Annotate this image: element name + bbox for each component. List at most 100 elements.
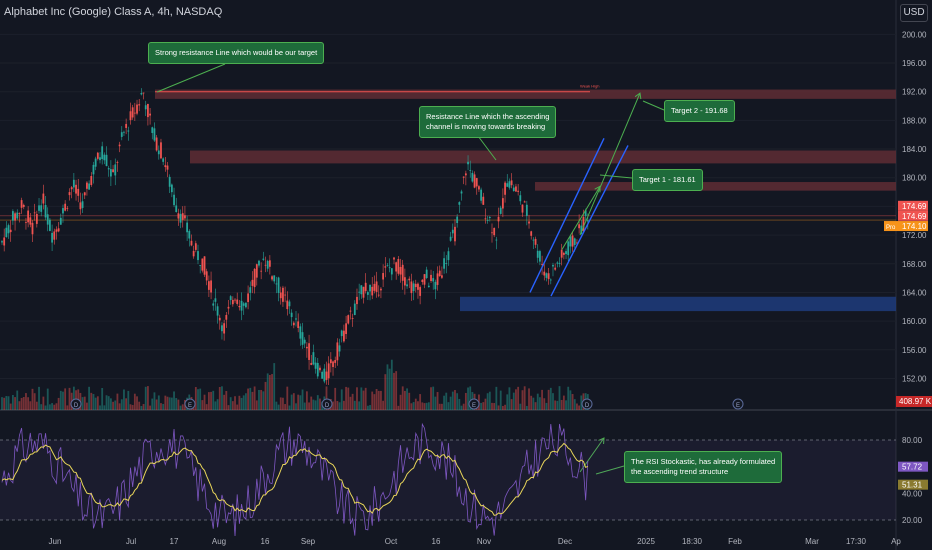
volume-bar xyxy=(88,386,91,410)
candle-body xyxy=(530,231,533,236)
candle-body xyxy=(517,190,520,192)
volume-bar xyxy=(9,403,12,410)
candle-body xyxy=(351,317,354,319)
candle-body xyxy=(229,296,232,301)
candle-body xyxy=(427,285,430,288)
volume-bar xyxy=(81,397,84,410)
candle-body xyxy=(136,104,138,114)
candle-body xyxy=(101,146,104,160)
candle-body xyxy=(539,251,541,262)
candle-body xyxy=(49,219,51,231)
volume-bar xyxy=(66,405,69,410)
volume-bar xyxy=(462,403,465,410)
candle-body xyxy=(51,232,53,243)
chart-title: Alphabet Inc (Google) Class A, 4h, NASDA… xyxy=(4,6,223,18)
volume-bar xyxy=(33,393,36,410)
volume-bar xyxy=(55,403,58,410)
volume-bar xyxy=(421,402,424,410)
volume-bar xyxy=(486,393,489,410)
volume-bar xyxy=(238,395,241,410)
candle-body xyxy=(114,164,117,176)
volume-bar xyxy=(549,387,552,410)
price-tick-label: 180.00 xyxy=(902,174,927,183)
candle-body xyxy=(512,187,515,192)
target-2-arrow xyxy=(579,92,641,236)
candle-body xyxy=(399,266,402,275)
candle-body xyxy=(480,189,483,201)
volume-bar xyxy=(517,386,520,410)
candle-body xyxy=(578,224,581,229)
candle-body xyxy=(567,241,570,256)
candle-body xyxy=(443,258,445,269)
candle-body xyxy=(364,282,367,292)
candle-body xyxy=(543,271,546,276)
volume-bar xyxy=(149,405,151,410)
candle-body xyxy=(190,240,193,246)
volume-bar xyxy=(419,394,422,410)
candle-body xyxy=(164,165,167,168)
volume-bar xyxy=(249,387,252,410)
rsi-arrow xyxy=(579,437,605,473)
candle-body xyxy=(75,184,77,194)
volume-bar xyxy=(109,398,112,410)
volume-bar xyxy=(497,405,500,410)
candle-body xyxy=(188,230,191,239)
candle-body xyxy=(295,318,297,320)
volume-bar xyxy=(356,387,358,410)
candle-body xyxy=(1,241,3,243)
candle-body xyxy=(223,323,226,334)
volume-bar xyxy=(223,394,226,410)
volume-bar xyxy=(430,387,432,410)
candle-body xyxy=(303,339,306,344)
volume-bar xyxy=(20,397,23,410)
volume-bar xyxy=(560,399,563,410)
candle-body xyxy=(284,294,287,296)
volume-bar xyxy=(510,399,513,410)
candle-body xyxy=(260,270,263,272)
candle-body xyxy=(305,346,308,349)
candle-body xyxy=(20,200,23,208)
candle-body xyxy=(441,275,443,278)
volume-bar xyxy=(210,391,212,410)
candle-body xyxy=(366,292,369,295)
volume-bar xyxy=(251,391,254,410)
event-marker-icon xyxy=(468,398,480,410)
candle-body xyxy=(430,274,432,282)
volume-bar xyxy=(14,397,16,410)
volume-bar xyxy=(380,390,382,410)
price-tick-label: 200.00 xyxy=(902,30,927,39)
candle-body xyxy=(506,183,509,187)
volume-bar xyxy=(456,393,459,410)
candle-body xyxy=(120,132,123,137)
volume-bar xyxy=(101,387,104,410)
volume-bar xyxy=(112,401,114,410)
candle-body xyxy=(242,303,245,306)
volume-bar xyxy=(495,386,498,410)
weak-high-label: Weak High xyxy=(580,84,600,89)
volume-bar xyxy=(521,390,524,410)
candle-body xyxy=(582,217,585,232)
candle-body xyxy=(576,242,578,244)
candle-body xyxy=(417,283,419,290)
candle-body xyxy=(118,144,121,147)
candle-body xyxy=(35,214,38,224)
volume-bar xyxy=(573,399,576,410)
volume-bar xyxy=(401,386,404,410)
volume-bar xyxy=(144,386,147,410)
volume-bar xyxy=(290,394,293,410)
candle-body xyxy=(262,258,265,260)
candle-body xyxy=(523,201,526,203)
volume-bar xyxy=(484,398,487,410)
candle-body xyxy=(384,266,387,268)
volume-bar xyxy=(332,401,334,410)
x-tick-label: 17:30 xyxy=(846,537,867,546)
volume-bar xyxy=(397,405,400,410)
candle-body xyxy=(201,258,204,271)
currency-button[interactable]: USD xyxy=(900,4,928,22)
candle-body xyxy=(484,218,487,220)
candle-body xyxy=(142,92,145,94)
candle-body xyxy=(445,262,448,264)
volume-bar xyxy=(275,401,278,410)
candle-body xyxy=(79,202,82,210)
